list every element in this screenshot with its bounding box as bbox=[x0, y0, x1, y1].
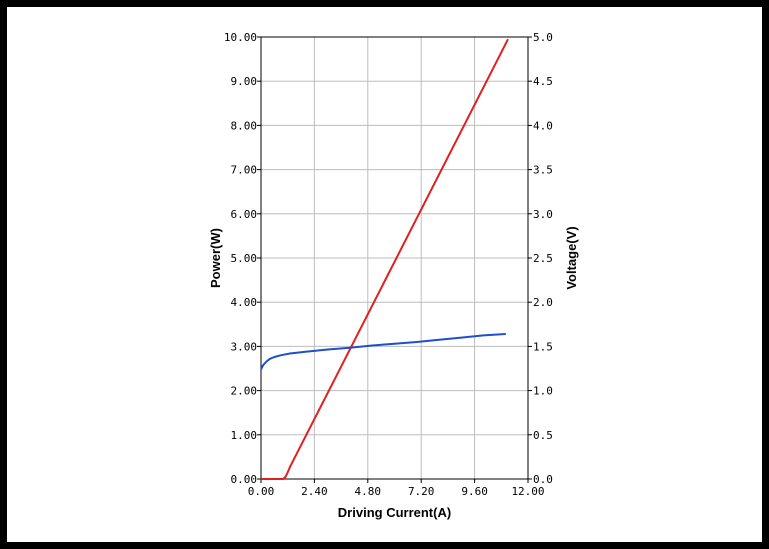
y-tick-label: 8.00 bbox=[231, 119, 258, 132]
y-tick-label: 9.00 bbox=[231, 75, 258, 88]
x-axis-title: Driving Current(A) bbox=[338, 505, 451, 520]
y2-tick-label: 3.5 bbox=[533, 164, 553, 177]
x-tick-label: 4.80 bbox=[355, 485, 382, 498]
chart-frame bbox=[7, 7, 762, 542]
y2-tick-label: 0.0 bbox=[533, 473, 553, 486]
x-tick-label: 0.00 bbox=[248, 485, 275, 498]
x-axis-ticks: 0.00 2.40 4.80 7.20 9.60 12.00 bbox=[248, 479, 545, 498]
x-tick-label: 9.60 bbox=[461, 485, 488, 498]
y2-tick-label: 1.5 bbox=[533, 340, 553, 353]
y-tick-label: 7.00 bbox=[231, 164, 258, 177]
y2-tick-label: 0.5 bbox=[533, 429, 553, 442]
y-tick-label: 4.00 bbox=[231, 296, 258, 309]
y-tick-label: 0.00 bbox=[231, 473, 258, 486]
y-tick-label: 2.00 bbox=[231, 385, 258, 398]
y2-axis-ticks: 0.0 0.5 1.0 1.5 2.0 2.5 3.0 3.5 4.0 4.5 5.0 bbox=[528, 31, 553, 486]
y-tick-label: 1.00 bbox=[231, 429, 258, 442]
y-tick-label: 5.00 bbox=[231, 252, 258, 265]
voltage-series-line bbox=[260, 333, 506, 370]
series-lines bbox=[260, 38, 509, 480]
y-tick-label: 10.00 bbox=[224, 31, 257, 44]
grid-lines bbox=[261, 37, 528, 479]
y2-tick-label: 3.0 bbox=[533, 208, 553, 221]
power-series-line bbox=[261, 38, 509, 480]
y2-tick-label: 4.0 bbox=[533, 119, 553, 132]
x-tick-label: 12.00 bbox=[511, 485, 544, 498]
y-axis-ticks: 0.00 1.00 2.00 3.00 4.00 5.00 6.00 7.00 8.00 9.00… bbox=[224, 31, 261, 486]
y2-tick-label: 2.5 bbox=[533, 252, 553, 265]
y-tick-label: 6.00 bbox=[231, 208, 258, 221]
y-tick-label: 3.00 bbox=[231, 340, 258, 353]
y2-tick-label: 4.5 bbox=[533, 75, 553, 88]
x-tick-label: 2.40 bbox=[301, 485, 328, 498]
y-axis-title: Power(W) bbox=[208, 228, 223, 288]
y2-tick-label: 5.0 bbox=[533, 31, 553, 44]
y2-tick-label: 2.0 bbox=[533, 296, 553, 309]
y2-axis-title: Voltage(V) bbox=[564, 226, 579, 289]
x-tick-label: 7.20 bbox=[408, 485, 435, 498]
y2-tick-label: 1.0 bbox=[533, 385, 553, 398]
